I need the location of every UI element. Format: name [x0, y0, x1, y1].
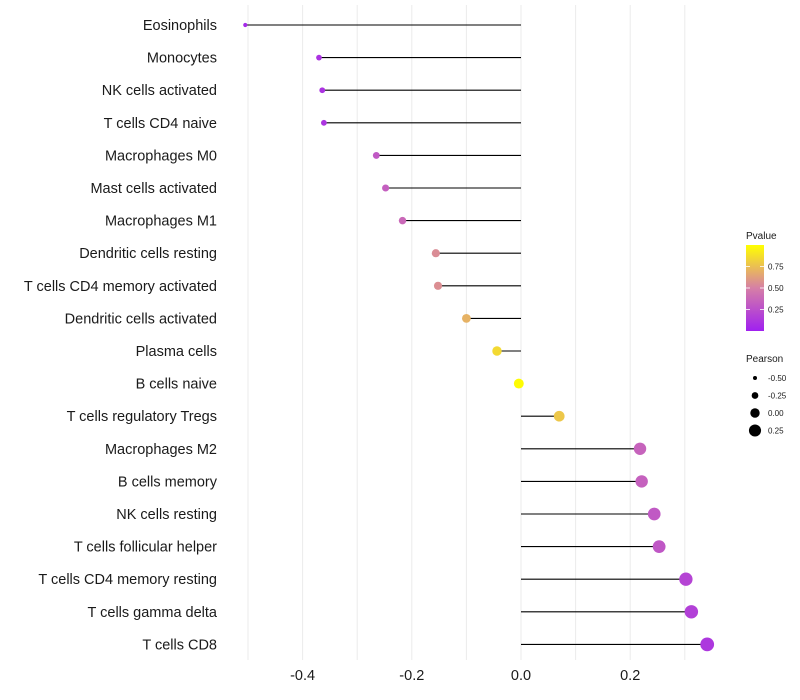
pearson-legend: Pearson -0.50 -0.25 0.00 0.25	[746, 354, 787, 437]
pearson-legend-title: Pearson	[746, 354, 783, 365]
y-tick-label: Dendritic cells resting	[79, 246, 217, 262]
y-tick-label: T cells gamma delta	[88, 605, 218, 621]
size-legend-key	[748, 424, 762, 437]
data-point	[319, 87, 326, 94]
data-point	[684, 605, 699, 619]
y-tick-label: T cells CD4 memory resting	[38, 572, 217, 588]
x-tick-label: 0.0	[511, 668, 531, 684]
x-tick-label: -0.4	[290, 668, 315, 684]
data-point	[320, 119, 327, 126]
size-legend-label: -0.25	[768, 392, 787, 401]
y-tick-label: T cells CD4 memory activated	[24, 279, 217, 295]
y-tick-label: T cells regulatory Tregs	[67, 409, 217, 425]
y-tick-label: NK cells resting	[116, 507, 217, 523]
y-tick-label: T cells CD8	[142, 637, 217, 653]
lollipop-segments	[245, 24, 708, 645]
colorbar-label: 0.75	[768, 263, 784, 272]
size-legend-label: 0.00	[768, 409, 784, 418]
y-tick-label: Dendritic cells activated	[65, 311, 217, 327]
data-point	[700, 637, 715, 652]
data-point	[316, 54, 322, 61]
y-tick-label: T cells CD4 naive	[104, 116, 217, 132]
y-tick-label: Macrophages M2	[105, 442, 217, 458]
data-point	[398, 216, 407, 225]
pvalue-legend: Pvalue 0.25 0.50 0.75	[746, 231, 784, 331]
data-point	[382, 184, 390, 192]
grid-lines	[247, 5, 686, 660]
y-tick-label: B cells naive	[136, 377, 217, 393]
data-point	[652, 540, 666, 553]
pvalue-legend-title: Pvalue	[746, 231, 777, 242]
y-tick-label: NK cells activated	[102, 83, 217, 99]
data-point	[635, 475, 648, 488]
size-legend-key	[750, 408, 760, 418]
size-legend-label: 0.25	[768, 427, 784, 436]
y-tick-label: Macrophages M0	[105, 148, 217, 164]
x-tick-label: -0.2	[399, 668, 424, 684]
data-point	[647, 507, 661, 521]
data-point	[553, 410, 565, 422]
data-point	[679, 572, 693, 586]
data-point	[433, 281, 443, 290]
data-point	[633, 442, 647, 455]
y-axis-labels: Eosinophils Monocytes NK cells activated T …	[24, 18, 218, 653]
data-point	[431, 249, 440, 258]
x-tick-label: 0.2	[620, 668, 640, 684]
pvalue-colorbar	[746, 245, 764, 331]
data-point	[243, 22, 248, 28]
lollipop-points	[243, 22, 715, 652]
size-legend-key	[751, 392, 759, 399]
colorbar-label: 0.25	[768, 306, 784, 315]
data-point	[462, 314, 471, 323]
y-tick-label: Eosinophils	[143, 18, 217, 34]
y-tick-label: Monocytes	[147, 51, 217, 67]
colorbar-label: 0.50	[768, 284, 784, 293]
data-point	[492, 346, 502, 356]
x-axis-tick-labels: -0.4 -0.2 0.0 0.2	[290, 668, 640, 684]
data-point	[513, 378, 524, 389]
size-legend-label: -0.50	[768, 374, 787, 383]
data-point	[372, 151, 380, 159]
y-tick-label: Macrophages M1	[105, 214, 217, 230]
y-tick-label: T cells follicular helper	[74, 540, 217, 556]
size-legend-key	[752, 375, 758, 381]
y-tick-label: Plasma cells	[136, 344, 217, 360]
y-tick-label: Mast cells activated	[90, 181, 217, 197]
y-tick-label: B cells memory	[118, 474, 218, 490]
